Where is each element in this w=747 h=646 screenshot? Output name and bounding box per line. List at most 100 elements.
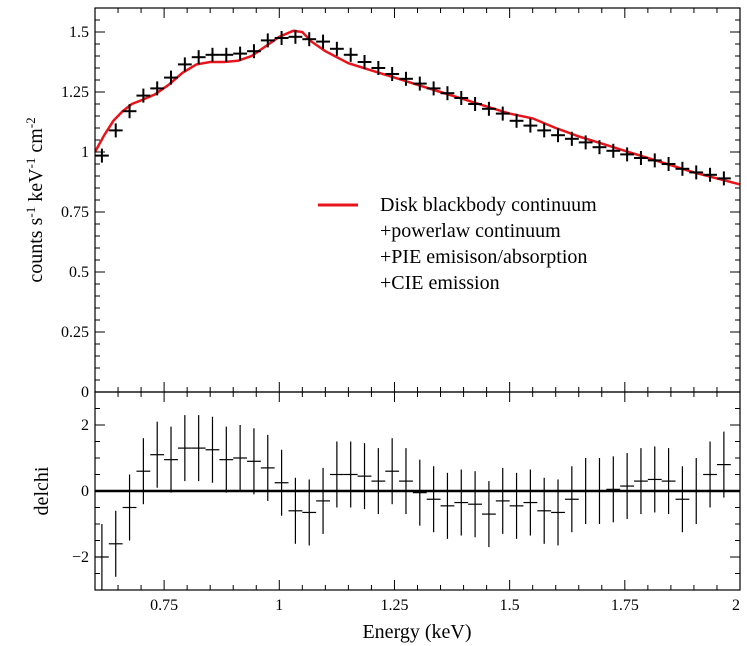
residual-point	[329, 441, 344, 508]
data-point	[219, 47, 234, 62]
bottom-panel: 0.75 1 1.25 1.5 1.75 2 −2 0 2	[72, 391, 741, 614]
top-model-layer	[95, 29, 740, 186]
residual-point	[509, 472, 524, 539]
residual-point	[440, 472, 455, 539]
data-point	[371, 61, 386, 75]
residual-point	[274, 449, 289, 516]
residual-point	[385, 438, 400, 505]
data-point	[634, 151, 648, 165]
bottom-panel-frame	[94, 391, 741, 591]
x-tick-label: 2	[732, 597, 740, 614]
residual-point	[564, 466, 579, 533]
residual-point	[302, 479, 317, 546]
top-y-tick-label: 1.5	[69, 24, 89, 41]
residual-point	[371, 448, 386, 515]
data-point	[716, 171, 731, 186]
data-point	[412, 76, 427, 91]
bottom-y-tick-label: −2	[72, 549, 89, 566]
residual-point	[357, 443, 372, 510]
data-point	[606, 143, 621, 158]
data-point	[343, 47, 358, 62]
data-point	[468, 97, 482, 111]
top-ticks	[94, 7, 741, 393]
data-point	[440, 86, 455, 101]
top-y-axis-title: counts s-1 keV-1 cm-2	[23, 117, 48, 282]
residual-point	[219, 426, 234, 493]
residual-point	[316, 467, 330, 534]
residual-point	[716, 431, 731, 498]
data-point	[523, 118, 538, 133]
x-tick-label: 1.25	[380, 597, 408, 614]
data-point	[191, 50, 206, 65]
residual-point	[108, 510, 123, 577]
data-point	[426, 81, 441, 96]
data-point	[703, 167, 717, 182]
residual-point	[399, 448, 413, 515]
data-point	[316, 34, 330, 49]
data-point	[578, 135, 593, 150]
residual-point	[675, 466, 690, 533]
residual-point	[647, 446, 662, 513]
residual-point	[426, 466, 441, 533]
data-point	[108, 123, 123, 138]
bottom-tick-labels: 0.75 1 1.25 1.5 1.75 2 −2 0 2	[72, 417, 740, 614]
residual-point	[523, 469, 538, 536]
legend-line-3: +PIE emisison/absorption	[380, 246, 587, 268]
data-point	[385, 67, 400, 81]
residual-point	[551, 479, 565, 546]
data-point	[205, 47, 220, 62]
residual-point	[703, 441, 717, 508]
legend-line-1: Disk blackbody continuum	[380, 194, 597, 216]
x-tick-label: 0.75	[150, 597, 178, 614]
data-point	[399, 71, 413, 86]
residual-point	[136, 438, 151, 505]
bottom-y-axis-title: delchi	[31, 466, 53, 515]
data-point	[592, 140, 607, 155]
residual-point	[205, 416, 220, 483]
data-point	[164, 70, 178, 85]
data-point	[177, 57, 192, 72]
residual-point	[634, 448, 648, 515]
top-y-tick-label: 0.5	[69, 264, 89, 281]
residual-point	[122, 474, 137, 541]
top-y-tick-label: 0	[81, 384, 89, 401]
residual-point	[247, 428, 261, 495]
data-point	[495, 106, 510, 121]
residual-point	[191, 415, 206, 482]
residual-point	[606, 456, 621, 523]
x-tick-label: 1.5	[500, 597, 520, 614]
x-axis-title: Energy (keV)	[362, 621, 471, 643]
bottom-y-tick-label: 0	[81, 483, 89, 500]
residual-point	[233, 425, 248, 491]
data-point	[482, 101, 496, 116]
data-point	[329, 41, 344, 56]
data-point	[675, 161, 690, 176]
legend-line-4: +CIE emission	[380, 272, 500, 294]
residual-point	[537, 477, 552, 544]
residual-point	[620, 453, 635, 520]
residual-point	[454, 469, 469, 536]
data-point	[689, 165, 704, 180]
data-point	[95, 148, 109, 163]
residual-point	[177, 415, 192, 482]
data-point	[551, 128, 565, 143]
data-point	[302, 32, 317, 47]
model-line	[95, 29, 740, 186]
data-point	[233, 46, 248, 61]
x-tick-label: 1.75	[611, 597, 639, 614]
residual-point	[468, 471, 482, 538]
residual-point	[412, 459, 427, 526]
legend-line-2: +powerlaw continuum	[380, 220, 561, 242]
data-point	[357, 55, 372, 69]
bottom-y-tick-label: 2	[81, 417, 89, 434]
top-y-tick-label: 0.75	[61, 204, 89, 221]
residual-point	[495, 467, 510, 534]
top-y-tick-label: 1.25	[61, 84, 89, 101]
top-y-tick-label: 1	[81, 144, 89, 161]
data-point	[260, 33, 275, 48]
top-data-layer	[95, 29, 731, 186]
bottom-data-layer	[95, 415, 731, 590]
data-point	[122, 104, 137, 119]
data-point	[454, 91, 469, 105]
